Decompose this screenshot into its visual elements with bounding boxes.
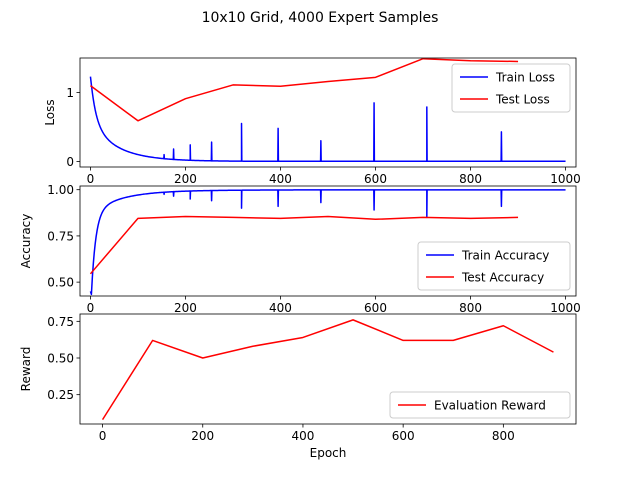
loss-ytick-label: 1 xyxy=(66,86,74,100)
accuracy-series-line-0 xyxy=(89,189,566,296)
chart-panel-accuracy: 0 200 400 600 800 1000 0.50 0.75 1.00 Accuracy Tra… xyxy=(19,183,581,315)
loss-xtick-label: 0 xyxy=(87,172,95,186)
accuracy-xtick-label: 1000 xyxy=(550,301,581,315)
reward-xtick-label: 0 xyxy=(99,429,107,443)
reward-ytick-label: 0.25 xyxy=(47,388,74,402)
loss-axes-frame xyxy=(79,57,577,168)
reward-xtick-label: 400 xyxy=(291,429,314,443)
accuracy-xtick-label: 800 xyxy=(459,301,482,315)
figure-title: 10x10 Grid, 4000 Expert Samples xyxy=(202,10,439,26)
chart-panel-reward: 0 200 400 600 800 0.25 0.50 0.75 Reward Epoch Eval… xyxy=(19,313,577,460)
accuracy-legend-label: Train Accuracy xyxy=(461,249,549,263)
reward-series-group xyxy=(101,319,554,421)
accuracy-legend-box xyxy=(417,241,571,291)
loss-xtick-label: 600 xyxy=(364,172,387,186)
accuracy-series-line-1 xyxy=(89,215,519,275)
reward-xtick-label: 600 xyxy=(392,429,415,443)
loss-legend: Train Loss Test Loss xyxy=(451,63,571,113)
reward-axes-frame xyxy=(79,313,577,425)
reward-ytick-label: 0.75 xyxy=(47,315,74,329)
reward-xlabel: Epoch xyxy=(310,446,347,460)
accuracy-legend-label: Test Accuracy xyxy=(461,271,544,285)
accuracy-xtick-label: 200 xyxy=(174,301,197,315)
reward-legend-label: Evaluation Reward xyxy=(434,399,546,413)
reward-legend: Evaluation Reward xyxy=(389,391,571,419)
accuracy-ytick-label: 0.75 xyxy=(47,229,74,243)
loss-legend-box xyxy=(451,63,571,113)
reward-ylabel: Reward xyxy=(19,347,33,392)
loss-series-group xyxy=(89,57,566,162)
accuracy-legend: Train Accuracy Test Accuracy xyxy=(417,241,571,291)
loss-series-line-0 xyxy=(89,76,566,162)
loss-xtick-label: 800 xyxy=(459,172,482,186)
accuracy-series-group xyxy=(89,189,566,296)
reward-xtick-label: 200 xyxy=(191,429,214,443)
loss-ytick-label: 0 xyxy=(66,155,74,169)
reward-series-line-0 xyxy=(101,319,554,421)
accuracy-axes-frame xyxy=(79,185,577,297)
loss-xtick-label: 200 xyxy=(174,172,197,186)
loss-xtick-label: 400 xyxy=(269,172,292,186)
accuracy-ytick-label: 1.00 xyxy=(47,183,74,197)
loss-legend-label: Test Loss xyxy=(495,93,550,107)
accuracy-ylabel: Accuracy xyxy=(19,214,33,269)
loss-legend-label: Train Loss xyxy=(495,71,555,85)
accuracy-xtick-label: 400 xyxy=(269,301,292,315)
loss-ylabel: Loss xyxy=(43,99,57,125)
accuracy-xtick-label: 0 xyxy=(87,301,95,315)
reward-legend-box xyxy=(389,391,571,419)
reward-ytick-label: 0.50 xyxy=(47,352,74,366)
chart-panel-loss: 0 200 400 600 800 1000 0 1 Loss Train Loss Test Lo… xyxy=(43,57,581,186)
loss-xtick-label: 1000 xyxy=(550,172,581,186)
reward-xtick-label: 800 xyxy=(492,429,515,443)
accuracy-ytick-label: 0.50 xyxy=(47,276,74,290)
accuracy-xtick-label: 600 xyxy=(364,301,387,315)
loss-series-line-1 xyxy=(90,57,519,122)
